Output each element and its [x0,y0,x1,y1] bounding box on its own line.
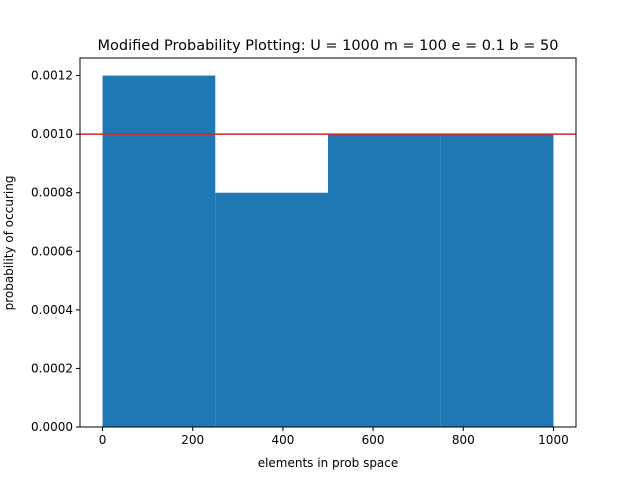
x-axis-label: elements in prob space [258,456,399,470]
bars-layer [102,75,554,428]
x-tick-label: 200 [181,433,204,447]
histogram-bar-4 [440,134,554,427]
y-tick-label: 0.0008 [31,186,73,200]
y-axis-label: probability of occuring [2,176,16,311]
histogram-bar-3 [328,134,441,427]
histogram-bar-2 [215,192,328,427]
x-tick-label: 1000 [538,433,569,447]
y-tick-label: 0.0002 [31,361,73,375]
y-tick-label: 0.0000 [31,420,73,434]
y-tick-label: 0.0010 [31,127,73,141]
y-tick-label: 0.0012 [31,69,73,83]
y-tick-label: 0.0006 [31,244,73,258]
x-axis-ticks: 0 200 400 600 800 1000 [99,427,569,447]
chart-title: Modified Probability Plotting: U = 1000 … [98,38,559,54]
x-tick-label: 800 [452,433,475,447]
x-tick-label: 0 [99,433,107,447]
x-tick-label: 400 [271,433,294,447]
x-tick-label: 600 [362,433,385,447]
y-axis-ticks: 0.0000 0.0002 0.0004 0.0006 0.0008 0.0010 0.00… [31,69,80,434]
y-tick-label: 0.0004 [31,303,73,317]
histogram-bar-1 [102,75,216,428]
plot-frame [79,57,577,428]
